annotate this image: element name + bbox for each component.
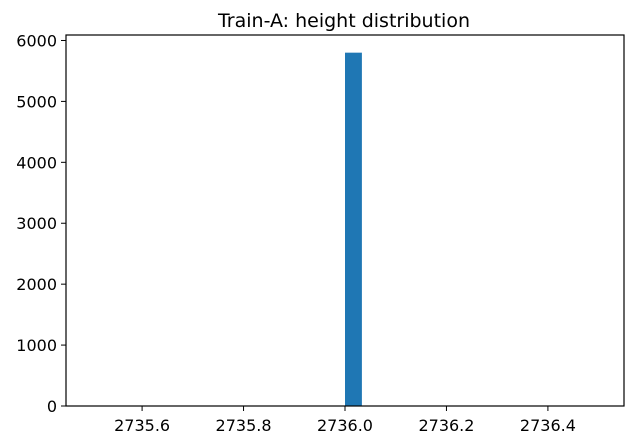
y-tick-label: 1000: [16, 336, 57, 355]
y-tick-label: 4000: [16, 153, 57, 172]
y-tick-label: 3000: [16, 214, 57, 233]
y-tick-label: 6000: [16, 31, 57, 50]
y-tick-label: 2000: [16, 275, 57, 294]
x-tick-label: 2736.4: [520, 416, 576, 435]
plot-frame: [65, 34, 625, 407]
chart-title: Train-A: height distribution: [217, 10, 470, 32]
bars: [345, 52, 362, 407]
x-tick-label: 2735.6: [114, 416, 170, 435]
x-tick-label: 2736.2: [418, 416, 474, 435]
x-tick-label: 2736.0: [317, 416, 373, 435]
histogram-bar-1: [345, 52, 362, 407]
x-tick-label: 2735.8: [216, 416, 272, 435]
y-tick-label: 5000: [16, 92, 57, 111]
x-axis: 2735.6 2735.8 2736.0 2736.2 2736.4: [114, 406, 576, 435]
y-tick-label: 0: [47, 397, 57, 416]
y-axis: 0 1000 2000 3000 4000 5000 6000: [16, 31, 66, 416]
